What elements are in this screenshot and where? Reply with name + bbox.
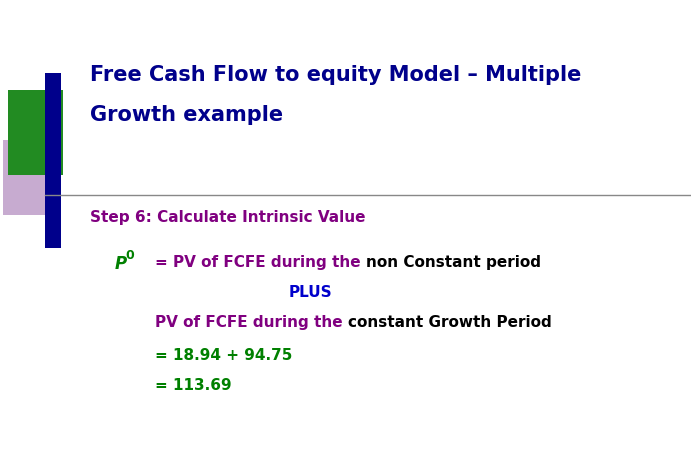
Bar bbox=[45, 73, 61, 248]
Text: PV of FCFE during the: PV of FCFE during the bbox=[155, 315, 348, 330]
Text: = 113.69: = 113.69 bbox=[155, 378, 231, 393]
Bar bbox=[3, 140, 55, 215]
Text: Free Cash Flow to equity Model – Multiple: Free Cash Flow to equity Model – Multipl… bbox=[90, 65, 581, 85]
Text: = 18.94 + 94.75: = 18.94 + 94.75 bbox=[155, 348, 292, 363]
Text: Growth example: Growth example bbox=[90, 105, 283, 125]
Text: non Constant period: non Constant period bbox=[366, 255, 541, 270]
Text: = PV of FCFE during the: = PV of FCFE during the bbox=[155, 255, 366, 270]
Bar bbox=[8, 90, 63, 175]
Text: P: P bbox=[115, 255, 127, 273]
Text: PLUS: PLUS bbox=[288, 285, 332, 300]
Text: constant Growth Period: constant Growth Period bbox=[348, 315, 551, 330]
Text: 0: 0 bbox=[125, 249, 134, 262]
Text: Step 6: Calculate Intrinsic Value: Step 6: Calculate Intrinsic Value bbox=[90, 210, 366, 225]
